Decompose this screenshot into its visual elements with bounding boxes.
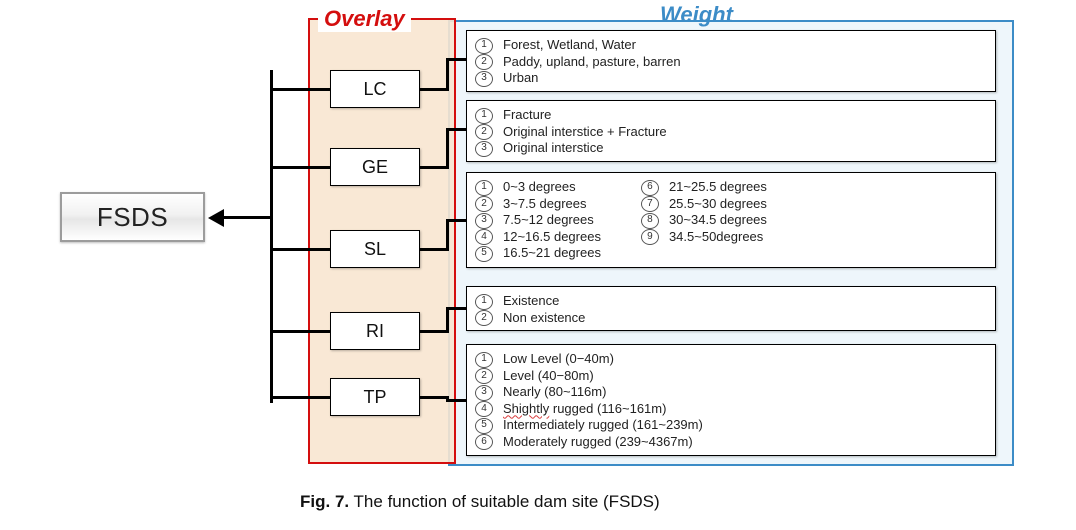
connector-line bbox=[446, 128, 466, 131]
category-box-sl: SL bbox=[330, 230, 420, 268]
circled-number-icon: 1 bbox=[475, 108, 493, 124]
weight-item: Non existence bbox=[503, 310, 985, 326]
connector-line bbox=[420, 166, 446, 169]
weight-item: Low Level (0−40m) bbox=[503, 351, 985, 367]
weight-title: Weight bbox=[660, 2, 733, 28]
circled-number-icon: 6 bbox=[475, 434, 493, 450]
circled-number-icon: 3 bbox=[475, 71, 493, 87]
connector-line bbox=[420, 396, 446, 399]
connector-line bbox=[446, 128, 449, 169]
connector-line bbox=[446, 219, 449, 251]
connector-line bbox=[270, 166, 330, 169]
circled-number-icon: 1 bbox=[475, 294, 493, 310]
circled-number-icon: 4 bbox=[475, 229, 493, 245]
connector-line bbox=[420, 330, 446, 333]
circled-number-icon: 1 bbox=[475, 180, 493, 196]
weight-item: 21~25.5 degrees bbox=[669, 179, 767, 195]
weight-item: Level (40−80m) bbox=[503, 368, 985, 384]
category-box-ri: RI bbox=[330, 312, 420, 350]
weight-item: 30~34.5 degrees bbox=[669, 212, 767, 228]
figure-caption-text: The function of suitable dam site (FSDS) bbox=[354, 492, 660, 511]
weight-box-ri: 1 Existence 2 Non existence bbox=[466, 286, 996, 331]
connector-line bbox=[270, 330, 330, 333]
weight-item: Original interstice + Fracture bbox=[503, 124, 985, 140]
weight-box-tp: 1 Low Level (0−40m) 2 Level (40−80m) 3 Nearly… bbox=[466, 344, 996, 456]
weight-item: 34.5~50degrees bbox=[669, 229, 767, 245]
circled-number-icon: 1 bbox=[475, 38, 493, 54]
weight-item: Intermediately rugged (161~239m) bbox=[503, 417, 985, 433]
weight-item: Fracture bbox=[503, 107, 985, 123]
weight-item: 0~3 degrees bbox=[503, 179, 601, 195]
circled-number-icon: 1 bbox=[475, 352, 493, 368]
circled-number-icon: 9 bbox=[641, 229, 659, 245]
category-box-lc: LC bbox=[330, 70, 420, 108]
figure-caption: Fig. 7. The function of suitable dam sit… bbox=[300, 492, 660, 512]
circled-number-icon: 5 bbox=[475, 246, 493, 262]
connector-line bbox=[446, 219, 466, 222]
fsds-root-box: FSDS bbox=[60, 192, 205, 242]
weight-box-sl: 1 0~3 degrees 2 3~7.5 degrees 3 7.5~12 degree… bbox=[466, 172, 996, 268]
circled-number-icon: 7 bbox=[641, 196, 659, 212]
connector-line bbox=[270, 88, 330, 91]
weight-item: 16.5~21 degrees bbox=[503, 245, 601, 261]
connector-line bbox=[270, 248, 330, 251]
connector-line bbox=[446, 58, 449, 91]
weight-box-ge: 1 Fracture 2 Original interstice + Fracture… bbox=[466, 100, 996, 162]
connector-line bbox=[270, 396, 330, 399]
connector-line bbox=[224, 216, 270, 219]
weight-item: Urban bbox=[503, 70, 985, 86]
connector-line bbox=[420, 88, 446, 91]
weight-box-lc: 1 Forest, Wetland, Water 2 Paddy, upland, p… bbox=[466, 30, 996, 92]
circled-number-icon: 5 bbox=[475, 418, 493, 434]
weight-item: Existence bbox=[503, 293, 985, 309]
weight-item: 7.5~12 degrees bbox=[503, 212, 601, 228]
connector-line bbox=[446, 58, 466, 61]
connector-line bbox=[446, 307, 466, 310]
circled-number-icon: 2 bbox=[475, 54, 493, 70]
category-box-ge: GE bbox=[330, 148, 420, 186]
weight-item: Shightly rugged (116~161m) bbox=[503, 401, 985, 417]
circled-number-icon: 2 bbox=[475, 124, 493, 140]
circled-number-icon: 6 bbox=[641, 180, 659, 196]
circled-number-icon: 3 bbox=[475, 385, 493, 401]
circled-number-icon: 8 bbox=[641, 213, 659, 229]
weight-item: 3~7.5 degrees bbox=[503, 196, 601, 212]
weight-item: 12~16.5 degrees bbox=[503, 229, 601, 245]
weight-item: 25.5~30 degrees bbox=[669, 196, 767, 212]
overlay-title: Overlay bbox=[318, 6, 411, 32]
circled-number-icon: 2 bbox=[475, 196, 493, 212]
circled-number-icon: 2 bbox=[475, 368, 493, 384]
weight-item: Paddy, upland, pasture, barren bbox=[503, 54, 985, 70]
figure-number: Fig. 7. bbox=[300, 492, 349, 511]
circled-number-icon: 2 bbox=[475, 310, 493, 326]
weight-item: Moderately rugged (239~4367m) bbox=[503, 434, 985, 450]
connector-line bbox=[446, 399, 466, 402]
weight-item: Nearly (80~116m) bbox=[503, 384, 985, 400]
arrowhead-icon bbox=[208, 209, 224, 227]
circled-number-icon: 3 bbox=[475, 141, 493, 157]
circled-number-icon: 4 bbox=[475, 401, 493, 417]
weight-item: Forest, Wetland, Water bbox=[503, 37, 985, 53]
category-box-tp: TP bbox=[330, 378, 420, 416]
connector-line bbox=[270, 70, 273, 403]
connector-line bbox=[446, 307, 449, 333]
circled-number-icon: 3 bbox=[475, 213, 493, 229]
weight-item: Original interstice bbox=[503, 140, 985, 156]
connector-line bbox=[420, 248, 446, 251]
